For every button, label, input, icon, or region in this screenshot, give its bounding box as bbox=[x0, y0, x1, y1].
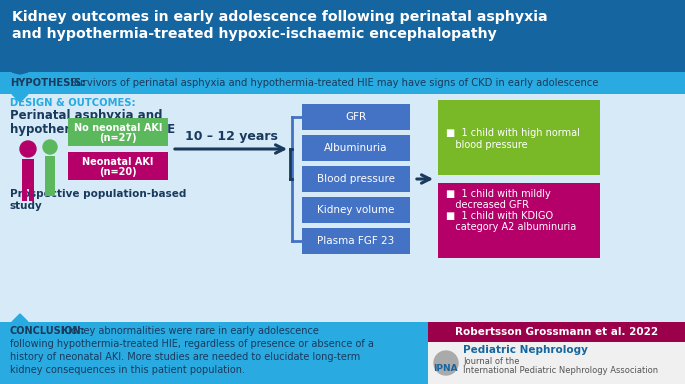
Bar bbox=[302, 135, 410, 161]
Bar bbox=[45, 184, 49, 196]
Bar bbox=[428, 342, 685, 384]
Bar bbox=[438, 183, 600, 258]
Text: No neonatal AKI: No neonatal AKI bbox=[74, 123, 162, 133]
Bar bbox=[438, 100, 600, 175]
Bar bbox=[302, 228, 410, 254]
Text: 10 – 12 years: 10 – 12 years bbox=[184, 130, 277, 143]
Bar bbox=[68, 118, 168, 146]
Text: Kidney outcomes in early adolescence following perinatal asphyxia: Kidney outcomes in early adolescence fol… bbox=[12, 10, 547, 24]
Text: decreased GFR: decreased GFR bbox=[446, 200, 529, 210]
Bar bbox=[0, 322, 685, 384]
Bar bbox=[23, 159, 34, 189]
Polygon shape bbox=[12, 94, 28, 102]
Text: Survivors of perinatal asphyxia and hypothermia-treated HIE may have signs of CK: Survivors of perinatal asphyxia and hypo… bbox=[67, 78, 599, 88]
Bar bbox=[0, 0, 685, 72]
Text: and hypothermia-treated hypoxic-ischaemic encephalopathy: and hypothermia-treated hypoxic-ischaemi… bbox=[12, 27, 497, 41]
Polygon shape bbox=[12, 314, 28, 322]
Text: Prospective population-based: Prospective population-based bbox=[10, 189, 186, 199]
Text: Robertsson Grossmann et al. 2022: Robertsson Grossmann et al. 2022 bbox=[455, 327, 658, 337]
Text: IPNA: IPNA bbox=[433, 364, 458, 373]
Bar bbox=[428, 322, 685, 342]
Bar bbox=[29, 189, 34, 201]
Text: blood pressure: blood pressure bbox=[446, 139, 527, 149]
Text: Albuminuria: Albuminuria bbox=[324, 143, 388, 153]
Bar bbox=[68, 152, 168, 180]
Bar bbox=[302, 104, 410, 130]
Text: CONCLUSION:: CONCLUSION: bbox=[10, 326, 86, 336]
Circle shape bbox=[434, 351, 458, 375]
Bar bbox=[23, 189, 27, 201]
Circle shape bbox=[20, 141, 36, 157]
Text: ■  1 child with KDIGO: ■ 1 child with KDIGO bbox=[446, 211, 553, 221]
Text: Plasma FGF 23: Plasma FGF 23 bbox=[317, 236, 395, 246]
Circle shape bbox=[43, 140, 57, 154]
Text: following hypothermia-treated HIE, regardless of presence or absence of a: following hypothermia-treated HIE, regar… bbox=[10, 339, 374, 349]
Text: category A2 albuminuria: category A2 albuminuria bbox=[446, 222, 576, 232]
Text: study: study bbox=[10, 201, 42, 211]
Bar bbox=[302, 166, 410, 192]
Text: Pediatric Nephrology: Pediatric Nephrology bbox=[463, 345, 588, 355]
Text: International Pediatric Nephrology Association: International Pediatric Nephrology Assoc… bbox=[463, 366, 658, 375]
Text: history of neonatal AKI. More studies are needed to elucidate long-term: history of neonatal AKI. More studies ar… bbox=[10, 352, 360, 362]
Text: (n=27): (n=27) bbox=[99, 133, 137, 143]
Text: Neonatal AKI: Neonatal AKI bbox=[82, 157, 153, 167]
Text: Kidney abnormalities were rare in early adolescence: Kidney abnormalities were rare in early … bbox=[62, 326, 319, 336]
Bar bbox=[302, 197, 410, 223]
Polygon shape bbox=[12, 72, 28, 74]
Text: Journal of the: Journal of the bbox=[463, 357, 519, 366]
Text: Perinatal asphyxia and: Perinatal asphyxia and bbox=[10, 109, 162, 122]
Bar bbox=[0, 94, 685, 322]
Bar bbox=[45, 156, 55, 184]
Text: (n=20): (n=20) bbox=[99, 167, 137, 177]
Bar bbox=[51, 184, 55, 196]
Bar bbox=[0, 72, 685, 94]
Text: kidney consequences in this patient population.: kidney consequences in this patient popu… bbox=[10, 365, 245, 375]
Text: hypothermia-treated HIE: hypothermia-treated HIE bbox=[10, 123, 175, 136]
Text: ■  1 child with high normal: ■ 1 child with high normal bbox=[446, 127, 580, 137]
Text: Blood pressure: Blood pressure bbox=[317, 174, 395, 184]
Text: ■  1 child with mildly: ■ 1 child with mildly bbox=[446, 189, 551, 199]
Text: HYPOTHESIS:: HYPOTHESIS: bbox=[10, 78, 86, 88]
Text: GFR: GFR bbox=[345, 112, 366, 122]
Text: Kidney volume: Kidney volume bbox=[317, 205, 395, 215]
Text: DESIGN & OUTCOMES:: DESIGN & OUTCOMES: bbox=[10, 98, 136, 108]
